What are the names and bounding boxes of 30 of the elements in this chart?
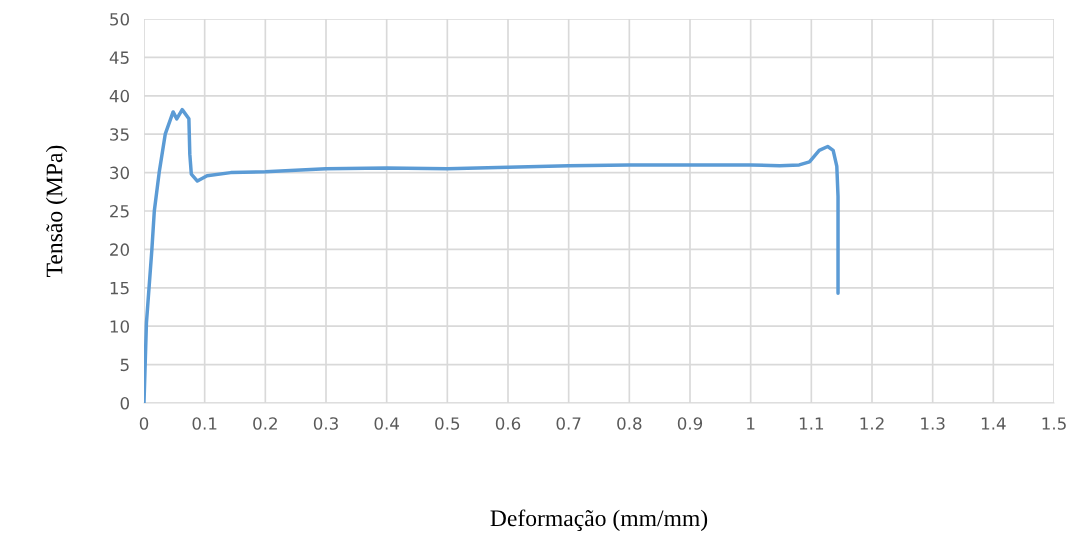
x-tick-label: 0.9 — [677, 417, 703, 430]
x-tick-label: 0.3 — [313, 417, 338, 430]
y-axis-title: Tensão (MPa) — [45, 145, 68, 277]
x-tick-label: 0.5 — [435, 417, 460, 430]
x-tick-label: 0 — [139, 417, 149, 430]
y-tick-label: 0 — [120, 396, 129, 410]
y-tick-label: 10 — [110, 320, 129, 333]
y-tick-label: 25 — [110, 204, 129, 218]
line-series — [144, 107, 840, 403]
x-tick-label: 1 — [747, 417, 755, 430]
x-tick-label: 1.4 — [981, 417, 1006, 430]
y-tick-label: 45 — [109, 51, 129, 64]
x-tick-label: 1.3 — [921, 417, 945, 430]
x-tick-label: 1.5 — [1042, 417, 1066, 430]
y-tick-label: 50 — [110, 12, 129, 26]
y-tick-label: 30 — [110, 166, 129, 180]
y-tick-label: 5 — [120, 358, 129, 372]
x-axis-title: Deformação (mm/mm) — [490, 509, 708, 532]
y-tick-label: 15 — [110, 281, 129, 295]
x-tick-label: 0.4 — [374, 417, 399, 430]
x-tick-label: 0.8 — [617, 417, 642, 430]
x-tick-label: 0.2 — [253, 417, 277, 430]
x-tick-label: 0.1 — [192, 417, 217, 430]
y-tick-label: 40 — [109, 89, 129, 103]
x-tick-label: 0.6 — [495, 417, 521, 430]
x-tick-label: 0.7 — [556, 417, 581, 430]
y-tick-label: 20 — [110, 243, 129, 256]
y-tick-label: 35 — [110, 128, 129, 141]
x-tick-label: 1.2 — [860, 417, 884, 430]
x-tick-label: 1.1 — [799, 417, 824, 430]
